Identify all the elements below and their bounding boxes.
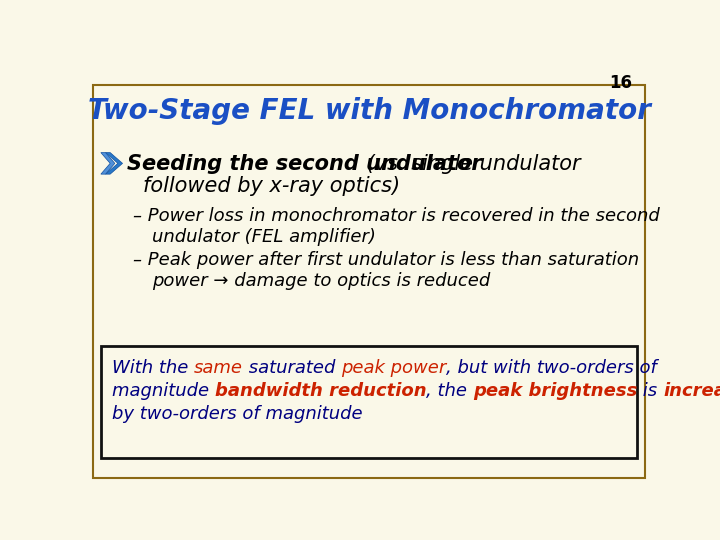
FancyBboxPatch shape <box>101 346 637 457</box>
Text: by two-orders of magnitude: by two-orders of magnitude <box>112 405 362 423</box>
Polygon shape <box>101 153 114 174</box>
Text: peak brightness: peak brightness <box>473 382 637 400</box>
Text: – Peak power after first undulator is less than saturation: – Peak power after first undulator is le… <box>132 251 639 269</box>
Text: is: is <box>637 382 663 400</box>
Polygon shape <box>106 153 122 174</box>
Text: saturated: saturated <box>243 359 341 377</box>
Text: followed by x-ray optics): followed by x-ray optics) <box>143 177 400 197</box>
Text: same: same <box>194 359 243 377</box>
Text: (vs. single undulator: (vs. single undulator <box>360 154 580 174</box>
Text: increased: increased <box>663 382 720 400</box>
Text: power → damage to optics is reduced: power → damage to optics is reduced <box>152 272 490 290</box>
Text: peak power: peak power <box>341 359 446 377</box>
Text: , the: , the <box>426 382 473 400</box>
Text: Two-Stage FEL with Monochromator: Two-Stage FEL with Monochromator <box>88 97 650 125</box>
Text: – Power loss in monochromator is recovered in the second: – Power loss in monochromator is recover… <box>132 207 660 225</box>
Text: , but with two-orders of: , but with two-orders of <box>446 359 657 377</box>
Text: bandwidth reduction: bandwidth reduction <box>215 382 426 400</box>
Text: magnitude: magnitude <box>112 382 215 400</box>
Text: undulator (FEL amplifier): undulator (FEL amplifier) <box>152 228 376 246</box>
Text: Seeding the second undulator: Seeding the second undulator <box>127 154 482 174</box>
Text: 16: 16 <box>610 74 632 92</box>
FancyBboxPatch shape <box>93 85 645 477</box>
Text: With the: With the <box>112 359 194 377</box>
